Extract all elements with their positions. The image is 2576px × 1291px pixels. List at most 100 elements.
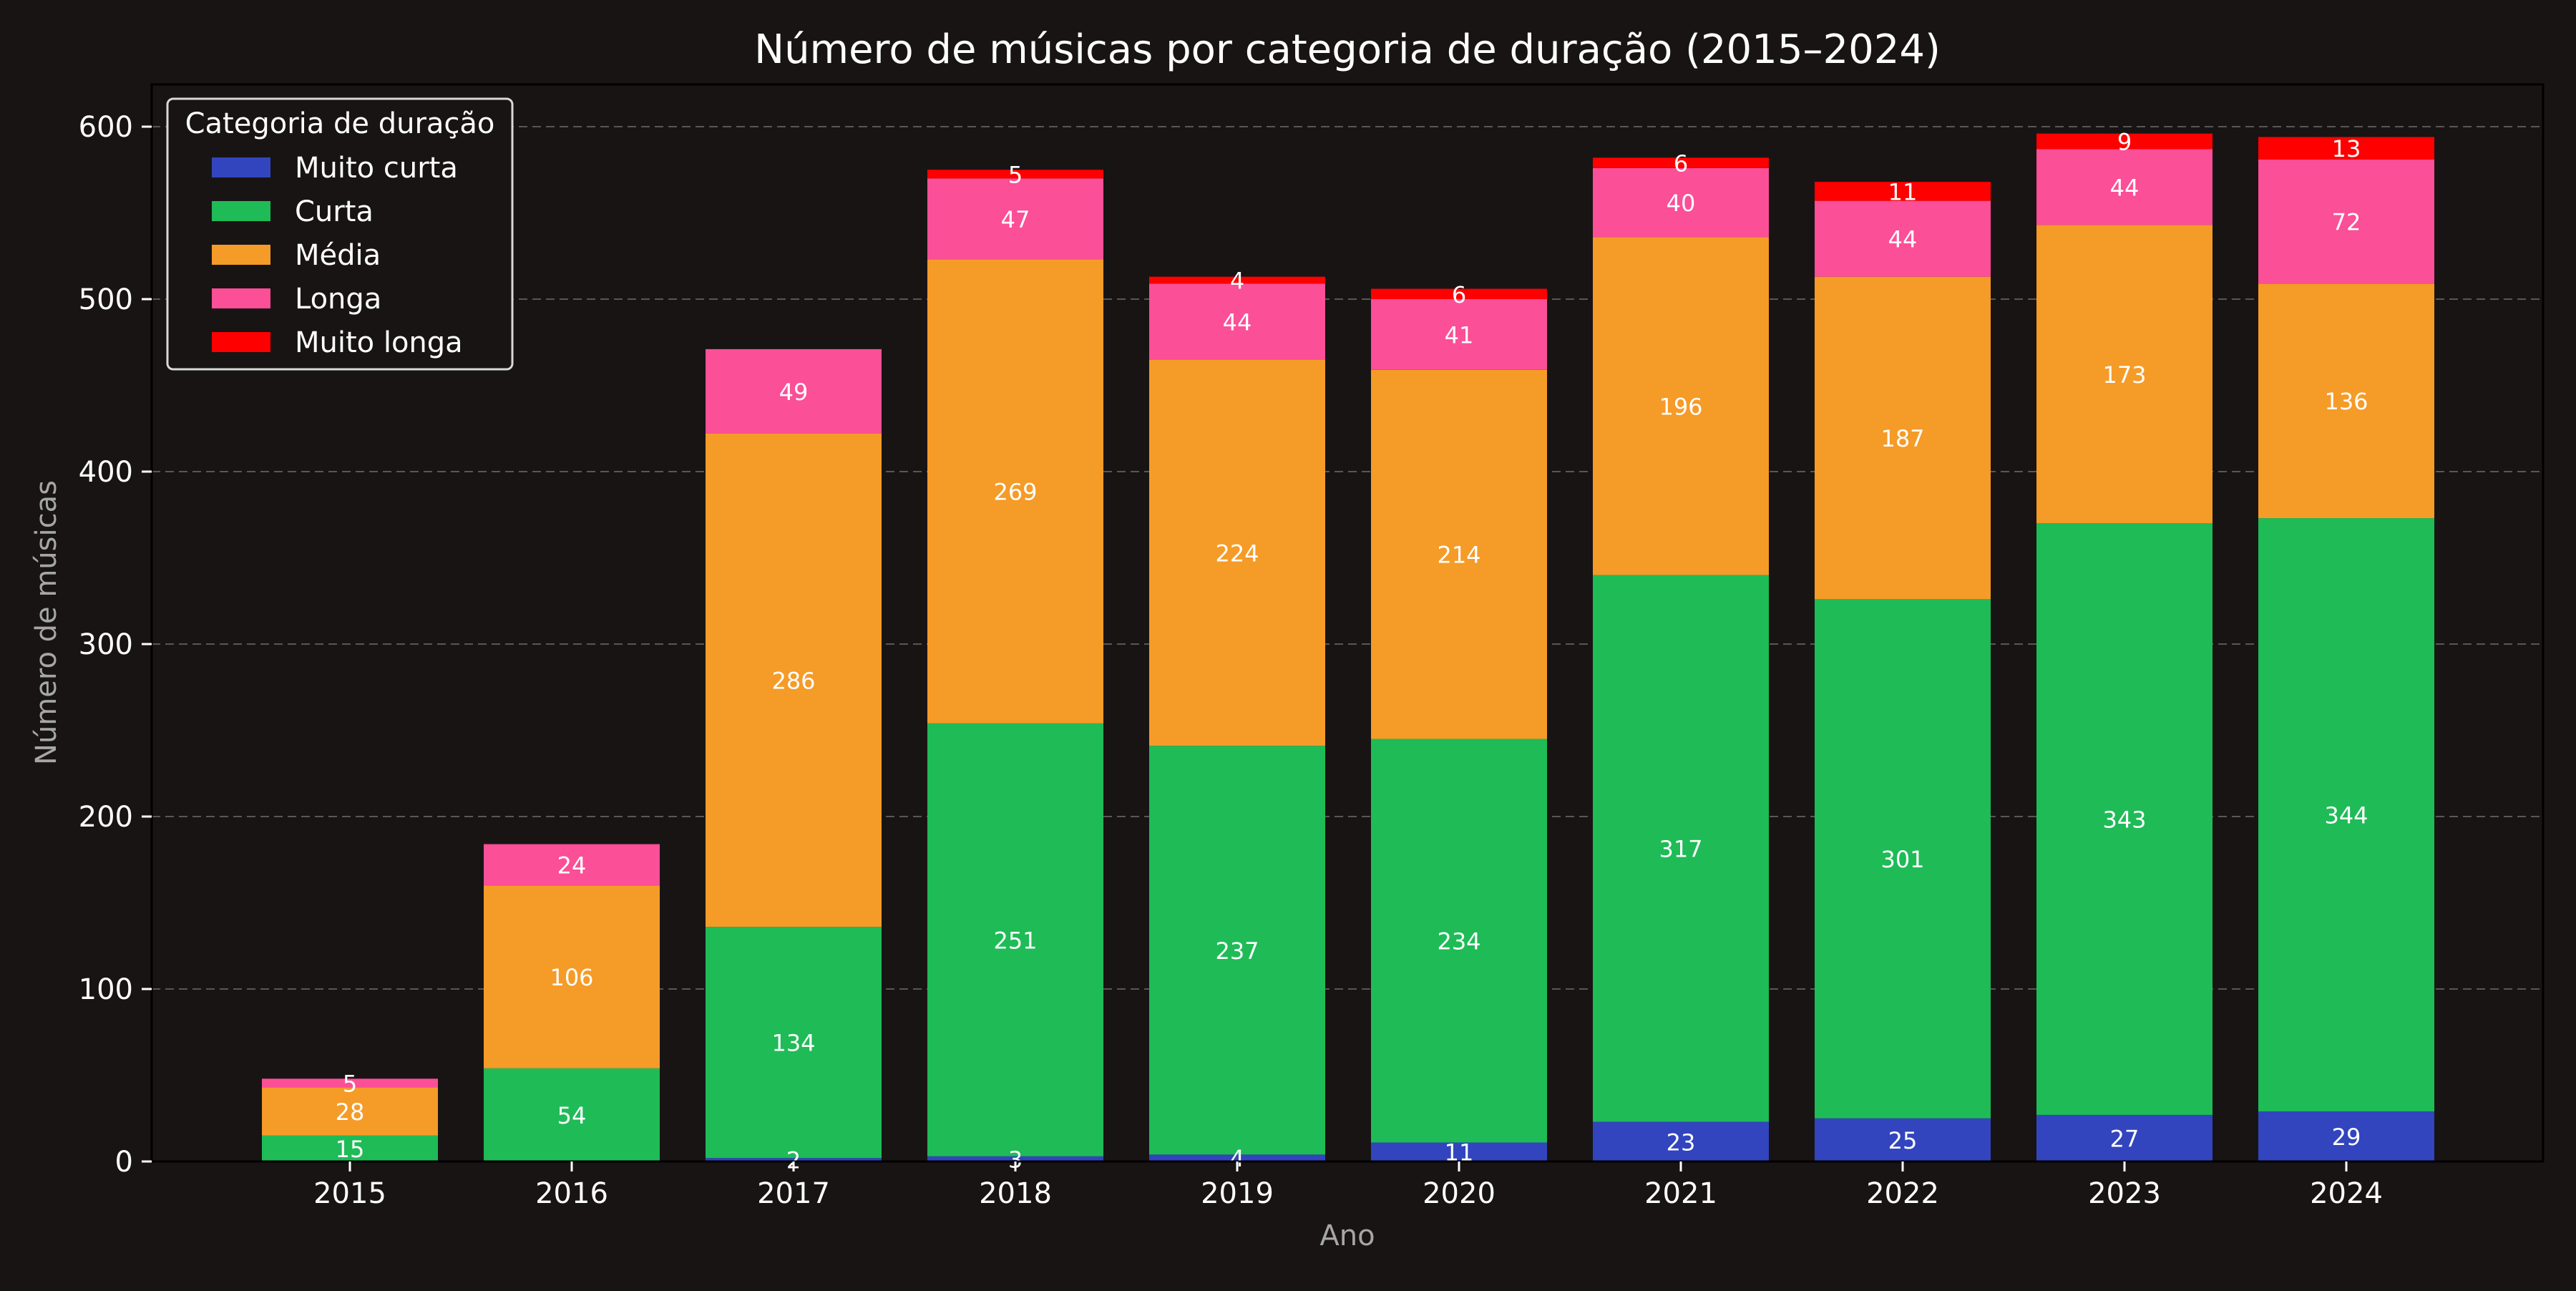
bar-segment — [1815, 599, 1991, 1119]
bar-value-label: 234 — [1437, 928, 1480, 955]
legend-swatch — [212, 245, 270, 265]
bar-segment — [927, 170, 1103, 179]
x-tick-label: 2017 — [757, 1177, 830, 1210]
legend-entry-label: Longa — [295, 283, 381, 316]
bar-value-label: 29 — [2332, 1124, 2361, 1151]
x-tick-label: 2018 — [979, 1177, 1052, 1210]
bar-segment — [1815, 276, 1991, 600]
y-tick-label: 200 — [79, 801, 133, 834]
bar-value-label: 24 — [557, 852, 587, 879]
bar-segment — [2258, 1111, 2434, 1161]
bar-value-label: 134 — [771, 1030, 815, 1057]
bar-value-label: 44 — [1223, 308, 1252, 336]
x-tick-label: 2021 — [1644, 1177, 1717, 1210]
x-tick-label: 2015 — [313, 1177, 386, 1210]
legend-swatch — [212, 288, 270, 308]
bars-layer — [262, 133, 2434, 1161]
bar-segment — [2036, 1114, 2212, 1161]
bar-segment — [927, 1156, 1103, 1161]
y-tick-label: 500 — [79, 283, 133, 316]
bar-value-label: 187 — [1880, 425, 1924, 452]
bar-value-label: 54 — [557, 1102, 587, 1129]
bar-value-label: 5 — [343, 1070, 357, 1097]
bar-segment — [1371, 299, 1547, 370]
bar-segment — [1371, 739, 1547, 1143]
bar-value-label: 49 — [779, 379, 809, 406]
y-axis-label: Número de músicas — [30, 480, 63, 765]
legend-entry-label: Curta — [295, 195, 374, 228]
bar-segment — [1815, 1118, 1991, 1161]
bar-segment — [484, 1068, 660, 1161]
bar-segment — [1149, 1154, 1325, 1161]
bar-value-label: 44 — [2110, 174, 2140, 201]
x-tick-label: 2024 — [2310, 1177, 2383, 1210]
bar-value-label: 286 — [771, 668, 815, 695]
legend-items: Muito curta Curta Média Longa Muito longa — [212, 152, 463, 359]
x-tick-label: 2023 — [2088, 1177, 2161, 1210]
bar-segment — [2258, 137, 2434, 160]
bar-value-label: 5 — [1008, 161, 1023, 188]
bar-value-label: 344 — [2324, 802, 2368, 829]
bar-value-label: 13 — [2332, 135, 2361, 162]
bar-value-label: 44 — [1888, 226, 1918, 253]
bar-segment — [2036, 523, 2212, 1115]
bar-value-label: 27 — [2110, 1125, 2140, 1152]
bar-segment — [2036, 225, 2212, 524]
bar-value-label: 4 — [1230, 1145, 1244, 1172]
bar-segment — [706, 433, 882, 927]
bar-segment — [262, 1078, 438, 1088]
bar-segment — [1149, 746, 1325, 1155]
bar-value-label: 317 — [1659, 836, 1702, 863]
bar-segment — [1593, 575, 1769, 1122]
bar-segment — [1593, 167, 1769, 238]
x-axis-label: Ano — [1319, 1219, 1375, 1252]
bar-segment — [1149, 359, 1325, 746]
x-tick-label: 2016 — [535, 1177, 608, 1210]
bar-segment — [1149, 283, 1325, 360]
bar-segment — [1815, 200, 1991, 277]
bar-value-label: 47 — [1001, 206, 1030, 233]
bar-value-label: 269 — [993, 479, 1037, 506]
bar-segment — [262, 1087, 438, 1136]
bar-value-label: 237 — [1215, 937, 1259, 965]
bar-segment — [2258, 159, 2434, 284]
legend-entry-label: Média — [295, 239, 381, 272]
legend-swatch — [212, 332, 270, 352]
bar-value-label: 106 — [550, 964, 593, 991]
x-tick-label: 2020 — [1423, 1177, 1496, 1210]
bar-segment — [1371, 1142, 1547, 1161]
chart-title: Número de músicas por categoria de duraç… — [754, 26, 1941, 73]
bar-value-label: 11 — [1888, 178, 1918, 205]
legend-entry-label: Muito curta — [295, 152, 458, 185]
bar-value-label: 4 — [1230, 267, 1244, 294]
bar-value-label: 6 — [1674, 150, 1688, 177]
bar-value-label: 136 — [2324, 388, 2368, 415]
bar-value-label: 3 — [1008, 1146, 1023, 1173]
legend-swatch — [212, 157, 270, 177]
legend-swatch — [212, 201, 270, 221]
bar-segment — [262, 1135, 438, 1161]
x-tick-label: 2022 — [1866, 1177, 1939, 1210]
bar-value-label: 173 — [2102, 361, 2146, 389]
bar-segment — [1149, 276, 1325, 284]
legend-title: Categoria de duração — [185, 107, 495, 140]
y-tick-label: 300 — [79, 628, 133, 661]
bar-segment — [2036, 133, 2212, 150]
bar-segment — [484, 885, 660, 1068]
bar-value-label: 343 — [2102, 807, 2146, 834]
plot-frame — [150, 83, 2545, 1163]
bar-value-label: 41 — [1445, 321, 1474, 349]
bar-segment — [2258, 283, 2434, 519]
bar-value-label: 23 — [1667, 1129, 1696, 1156]
bar-segment — [484, 844, 660, 886]
bar-segment — [1593, 237, 1769, 575]
bar-value-label: 15 — [336, 1136, 365, 1163]
bar-value-label: 224 — [1215, 540, 1259, 567]
bar-value-label: 72 — [2332, 209, 2361, 236]
labels-layer: 1528554106242134286493251269475423722444… — [336, 128, 2368, 1174]
bar-segment — [927, 259, 1103, 724]
bar-value-label: 28 — [336, 1098, 365, 1126]
bar-value-label: 25 — [1888, 1127, 1918, 1154]
